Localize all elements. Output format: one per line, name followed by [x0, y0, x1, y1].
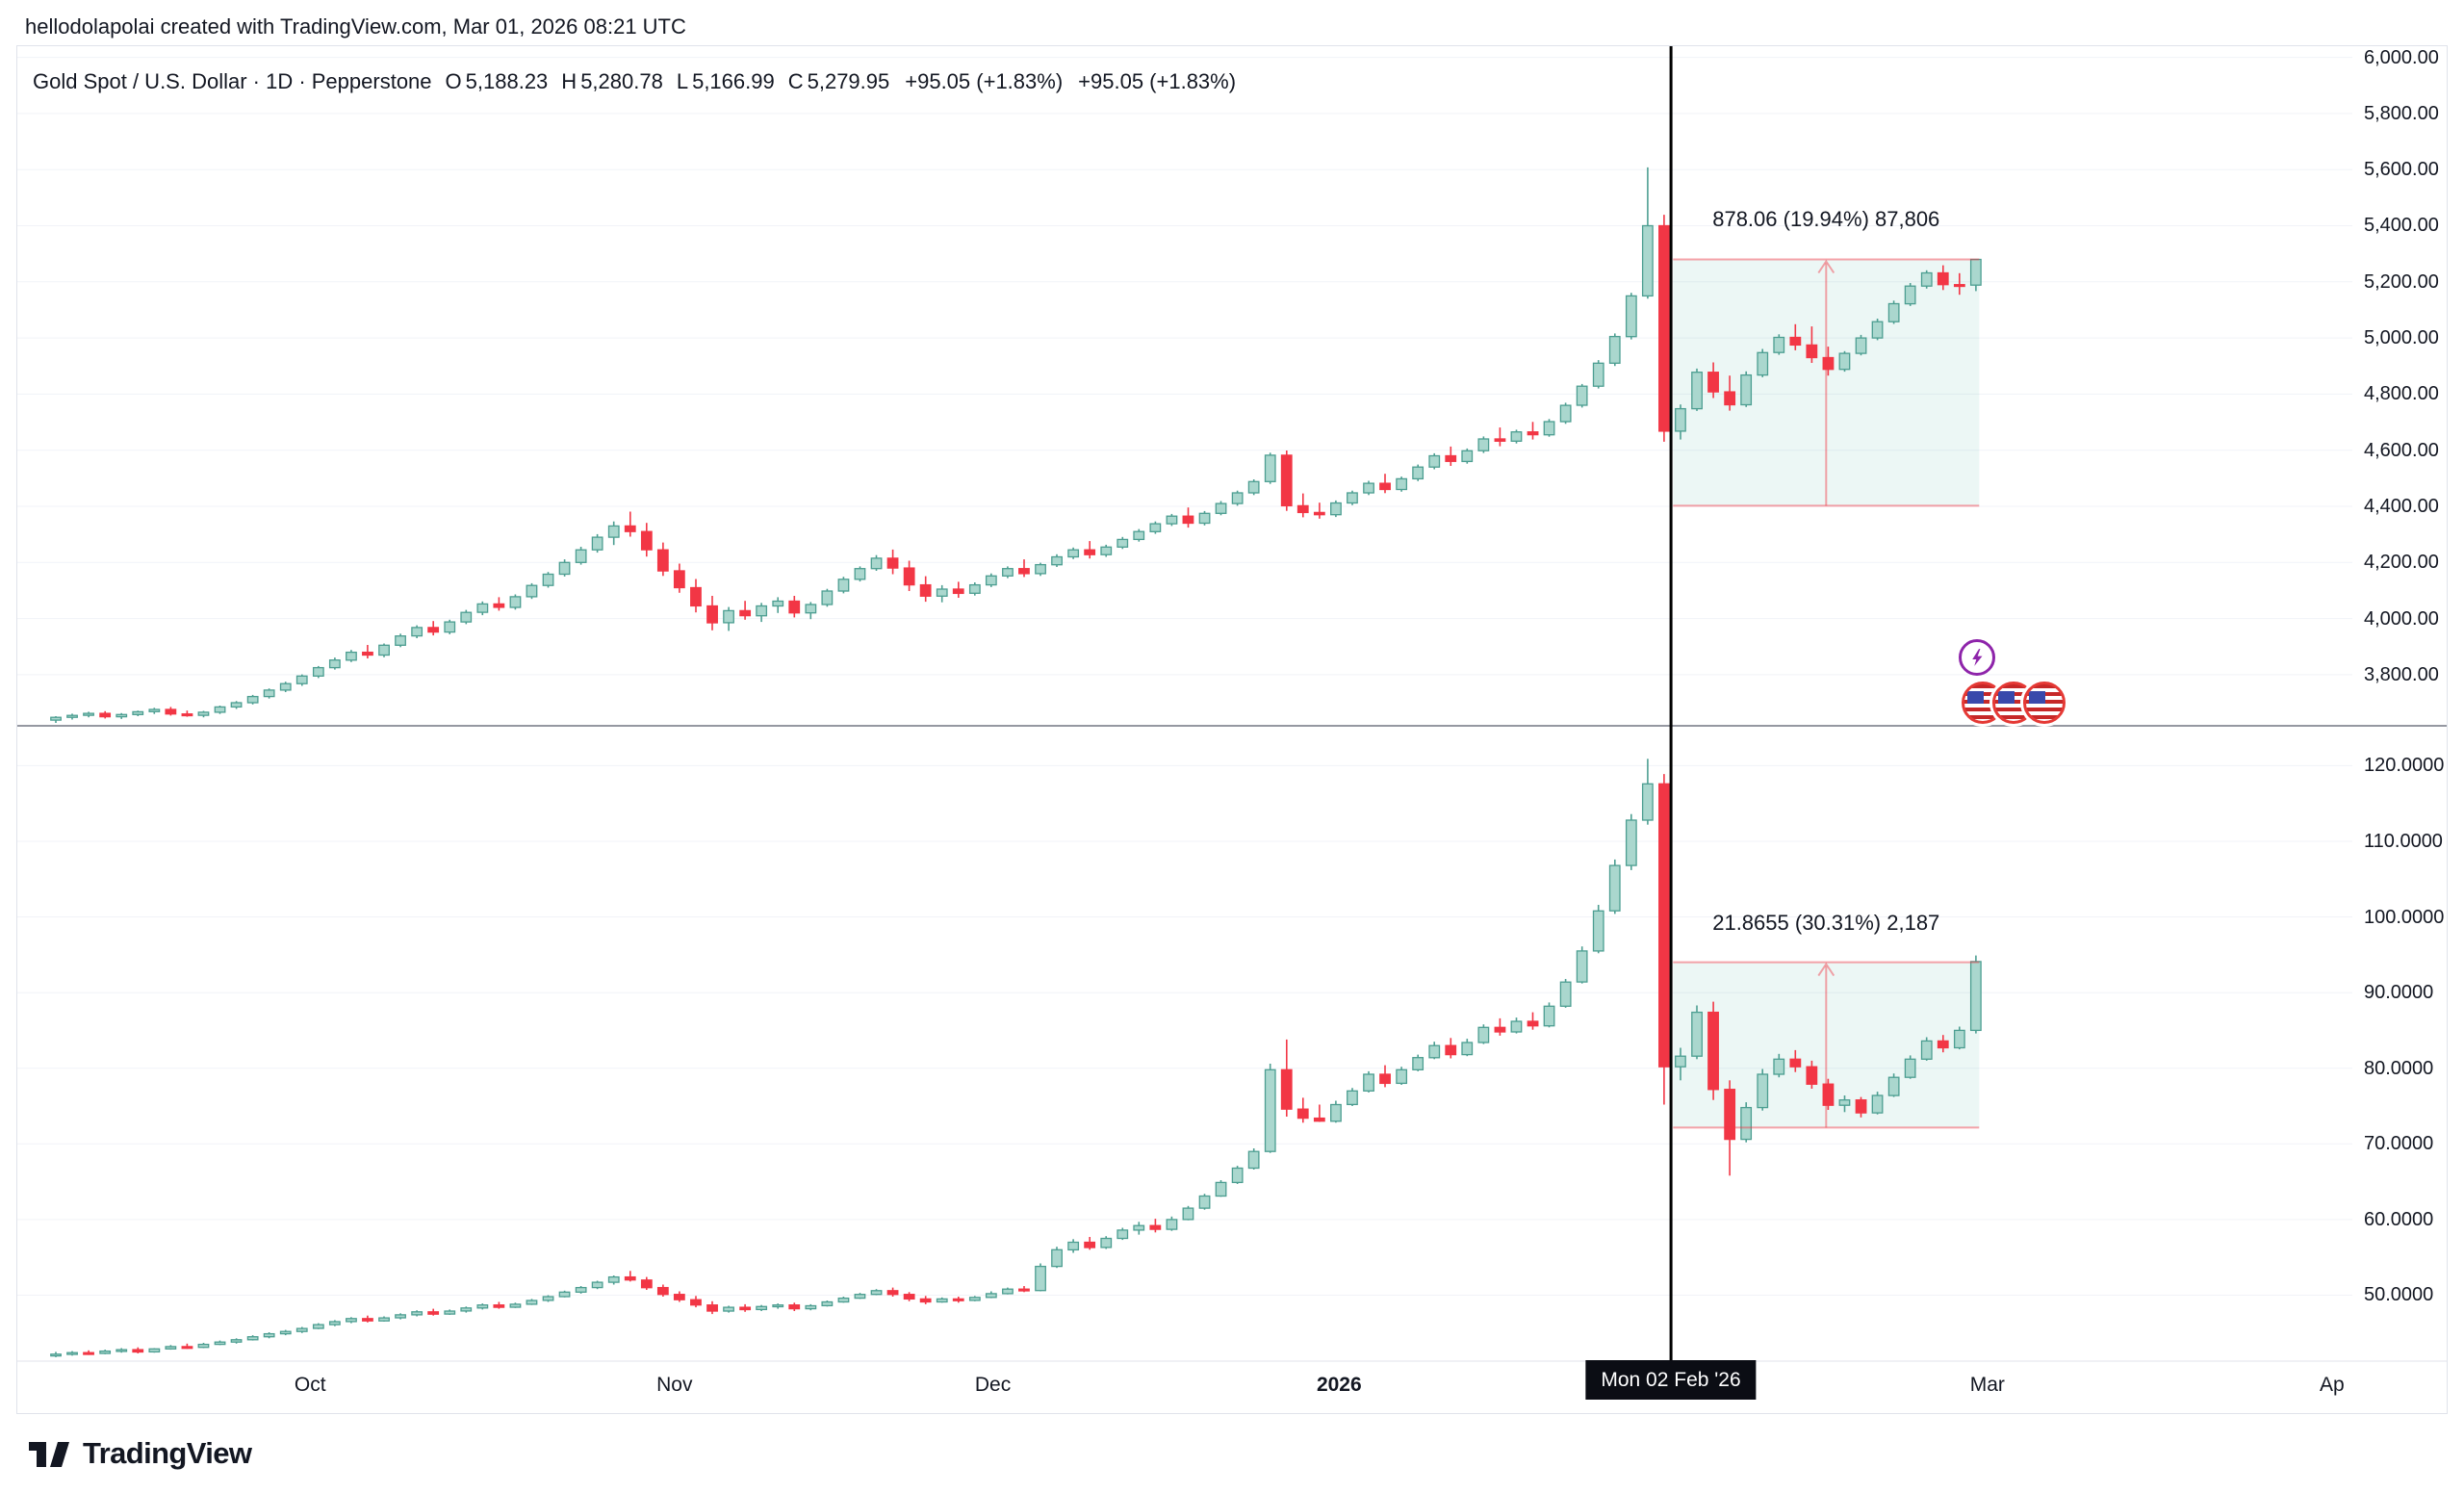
tradingview-logo-icon	[29, 1442, 69, 1467]
pane-0-grid	[17, 57, 2352, 676]
symbol-title[interactable]: Gold Spot / U.S. Dollar · 1D · Peppersto…	[33, 69, 432, 93]
change-value-2: +95.05 (+1.83%)	[1078, 69, 1237, 93]
flag-canton	[2029, 691, 2045, 704]
price-axis-label: 50.0000	[2364, 1284, 2434, 1306]
lightning-event-icon[interactable]	[1959, 639, 1995, 676]
price-axis-label: 100.0000	[2364, 906, 2445, 928]
price-range-label: 21.8655 (30.31%) 2,187	[1712, 910, 1940, 935]
price-axis-label: 4,200.00	[2364, 552, 2439, 574]
time-axis-label-mar: Mar	[1969, 1374, 2005, 1396]
price-range-edges	[1673, 258, 1980, 507]
flag-canton	[1967, 691, 1984, 704]
price-axis-label: 5,800.00	[2364, 102, 2439, 124]
price-axis-label: 6,000.00	[2364, 46, 2439, 68]
pane-0-candles	[50, 167, 1982, 723]
time-axis-label-oct: Oct	[294, 1374, 326, 1396]
price-axis-label: 3,800.00	[2364, 663, 2439, 685]
ohlc-key: L	[676, 69, 689, 93]
ohlc-value: 5,188.23	[465, 69, 549, 93]
price-axis-label: 5,400.00	[2364, 215, 2439, 237]
ohlc-value: 5,279.95	[807, 69, 890, 93]
ohlc-key: O	[445, 69, 462, 93]
price-axis-label: 80.0000	[2364, 1057, 2434, 1079]
tradingview-brand-text: TradingView	[83, 1436, 252, 1470]
pane-1-candles	[50, 759, 1982, 1357]
price-axis-label: 5,600.00	[2364, 159, 2439, 181]
symbol-legend: Gold Spot / U.S. Dollar · 1D · Peppersto…	[33, 69, 1236, 94]
price-range-box[interactable]	[1673, 259, 1980, 506]
ohlc-key: C	[787, 69, 804, 93]
ohlc-value: 5,280.78	[580, 69, 663, 93]
ohlc-values: O 5,188.23 H 5,280.78 L 5,166.99 C 5,279.95	[432, 69, 890, 93]
price-axis-label: 90.0000	[2364, 982, 2434, 1004]
price-axis-label: 60.0000	[2364, 1208, 2434, 1230]
change-value: +95.05 (+1.83%)	[905, 69, 1064, 93]
price-range-label: 878.06 (19.94%) 87,806	[1712, 207, 1940, 232]
time-axis-label-dec: Dec	[974, 1374, 1012, 1396]
price-range-edges	[1673, 961, 1980, 1129]
time-axis-label-nov: Nov	[656, 1374, 693, 1396]
date-crosshair-badge: Mon 02 Feb '26	[1585, 1360, 1757, 1400]
time-axis-label-ap: Ap	[2319, 1374, 2345, 1396]
flag-canton	[1998, 691, 2015, 704]
price-axis-label: 5,000.00	[2364, 327, 2439, 349]
lightning-bolt-icon	[1972, 649, 1983, 666]
price-axis-label: 4,800.00	[2364, 383, 2439, 405]
price-axis-label: 4,600.00	[2364, 439, 2439, 461]
price-axis-label: 70.0000	[2364, 1133, 2434, 1155]
us-flag-icon[interactable]	[2023, 682, 2066, 724]
ohlc-value: 5,166.99	[692, 69, 775, 93]
attribution-text: hellodolapolai created with TradingView.…	[25, 14, 686, 39]
ohlc-key: H	[561, 69, 578, 93]
price-axis-label: 110.0000	[2364, 830, 2443, 852]
price-axis-label: 4,000.00	[2364, 607, 2439, 630]
time-axis-label-2026: 2026	[1316, 1374, 1362, 1396]
price-axis-label: 4,400.00	[2364, 495, 2439, 517]
price-axis-label: 5,200.00	[2364, 270, 2439, 293]
tradingview-footer[interactable]: TradingView	[27, 1436, 252, 1471]
price-axis-label: 120.0000	[2364, 755, 2445, 777]
